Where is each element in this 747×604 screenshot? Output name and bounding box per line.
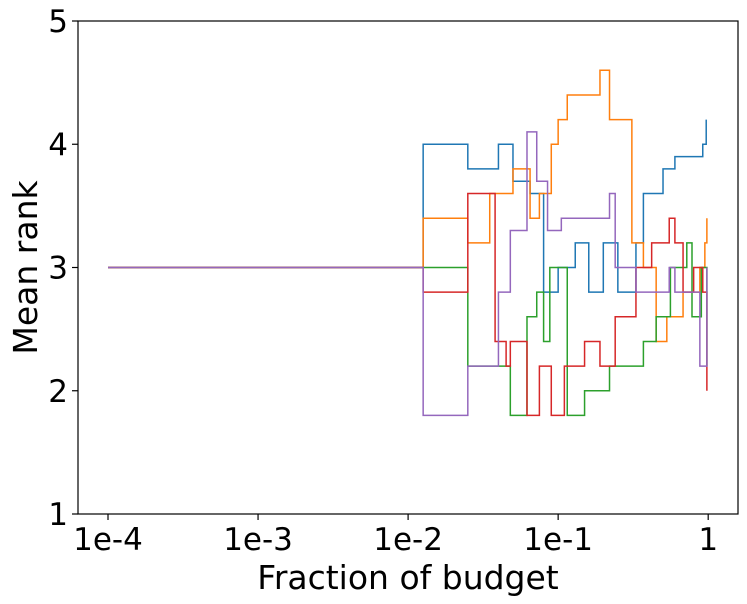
y-tick-label: 3 bbox=[48, 251, 68, 287]
series-line-2 bbox=[108, 69, 708, 343]
series-line-4 bbox=[108, 192, 708, 417]
y-tick-label: 5 bbox=[48, 4, 68, 40]
x-axis-label: Fraction of budget bbox=[257, 558, 559, 597]
x-tick-label: 1 bbox=[698, 522, 718, 558]
y-tick-label: 2 bbox=[48, 374, 68, 410]
y-tick-label: 1 bbox=[48, 497, 68, 533]
x-tick-label: 1e-4 bbox=[73, 522, 143, 558]
y-axis-label: Mean rank bbox=[6, 180, 45, 355]
y-tick-label: 4 bbox=[48, 127, 68, 163]
series-line-3 bbox=[108, 242, 708, 417]
series-line-1 bbox=[108, 119, 707, 293]
x-tick-label: 1e-2 bbox=[373, 522, 443, 558]
x-tick-label: 1e-3 bbox=[223, 522, 293, 558]
series-layer bbox=[108, 69, 708, 417]
series-line-5 bbox=[108, 131, 708, 417]
x-tick-label: 1e-1 bbox=[523, 522, 593, 558]
y-axis: 1 2 3 4 5 bbox=[48, 4, 78, 533]
x-axis: 1e-4 1e-3 1e-2 1e-1 1 bbox=[73, 514, 718, 558]
